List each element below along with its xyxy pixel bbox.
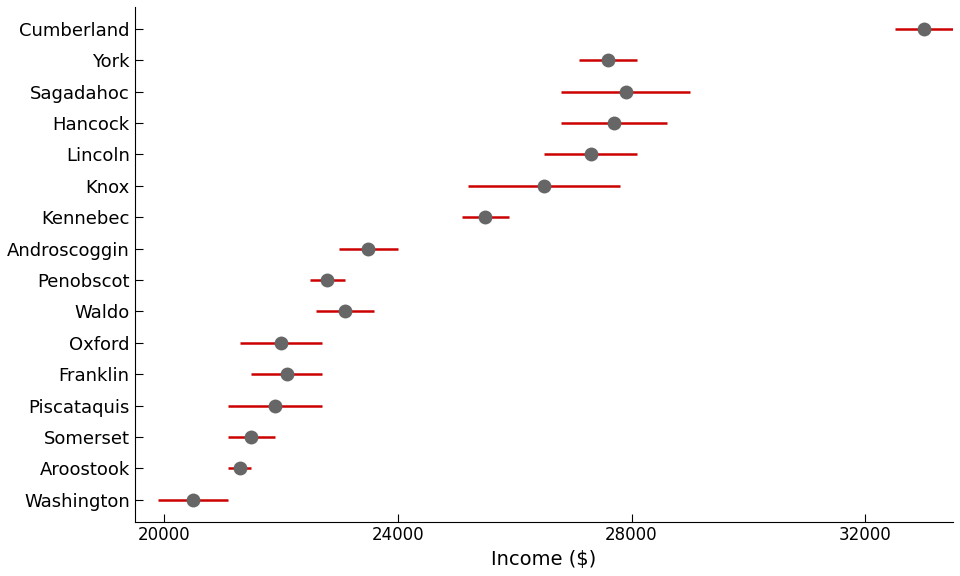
- X-axis label: Income ($): Income ($): [492, 550, 596, 569]
